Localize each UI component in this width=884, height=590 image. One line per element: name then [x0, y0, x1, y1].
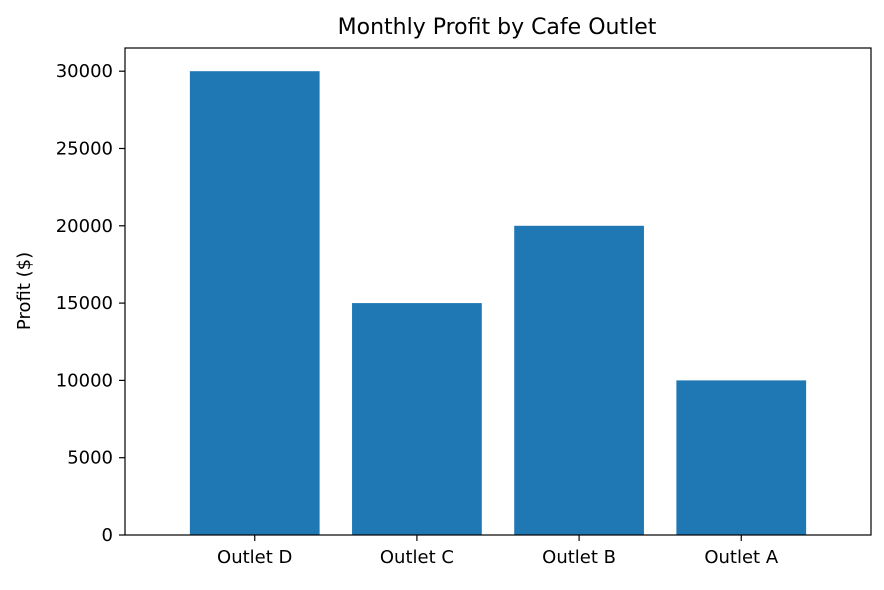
- y-tick-label: 15000: [56, 293, 113, 314]
- bar-outlet-b: [514, 225, 644, 536]
- y-tick-label: 20000: [56, 216, 113, 237]
- bar-outlet-d: [189, 71, 320, 535]
- y-axis: 0 5000 10000 15000 20000 25000 30000: [56, 61, 125, 546]
- bar-outlet-a: [676, 380, 807, 535]
- y-tick-label: 30000: [56, 61, 113, 82]
- x-tick-label: Outlet B: [542, 547, 616, 568]
- bar-outlet-c: [352, 303, 482, 535]
- y-tick-label: 5000: [67, 448, 113, 469]
- x-axis: Outlet D Outlet C Outlet B Outlet A: [217, 535, 779, 568]
- bars-layer: [189, 71, 807, 536]
- x-tick-label: Outlet A: [704, 547, 778, 568]
- plot-frame: [124, 47, 872, 536]
- y-tick-label: 0: [102, 525, 113, 546]
- y-axis-title: Profit ($): [14, 252, 35, 330]
- x-tick-label: Outlet D: [217, 547, 292, 568]
- chart-title: Monthly Profit by Cafe Outlet: [338, 15, 657, 40]
- x-tick-label: Outlet C: [380, 547, 454, 568]
- y-tick-label: 10000: [56, 370, 113, 391]
- y-tick-label: 25000: [56, 138, 113, 159]
